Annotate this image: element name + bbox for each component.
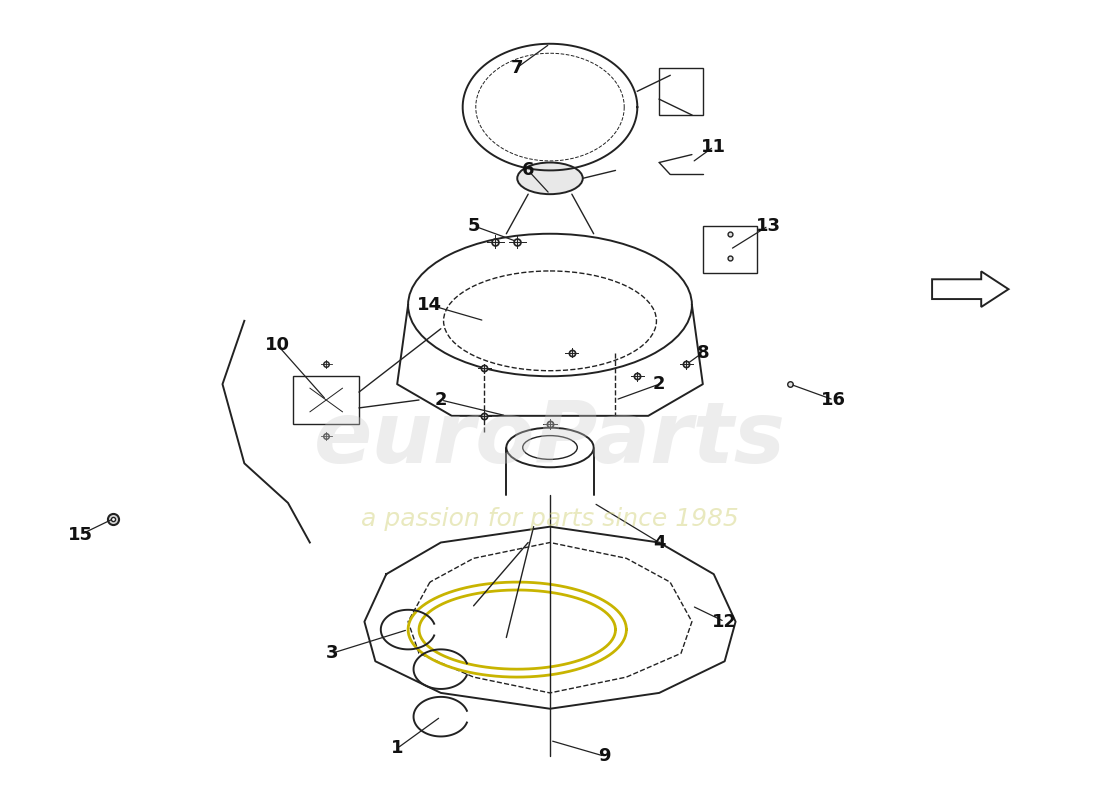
Text: 13: 13 xyxy=(756,217,781,235)
Text: 14: 14 xyxy=(417,296,442,314)
Text: 16: 16 xyxy=(822,391,846,409)
Text: 5: 5 xyxy=(468,217,480,235)
Text: a passion for parts since 1985: a passion for parts since 1985 xyxy=(361,506,739,530)
Text: 11: 11 xyxy=(701,138,726,156)
Text: 15: 15 xyxy=(68,526,94,543)
Text: 1: 1 xyxy=(390,739,404,758)
Ellipse shape xyxy=(517,162,583,194)
Text: 4: 4 xyxy=(653,534,666,551)
Text: 10: 10 xyxy=(265,335,289,354)
Text: 2: 2 xyxy=(653,375,666,393)
Text: 7: 7 xyxy=(512,58,524,77)
Text: 12: 12 xyxy=(712,613,737,630)
Text: 6: 6 xyxy=(521,162,535,179)
Text: 3: 3 xyxy=(326,644,338,662)
Text: 9: 9 xyxy=(598,747,611,766)
Text: 8: 8 xyxy=(696,343,710,362)
Text: 2: 2 xyxy=(434,391,447,409)
Text: euroParts: euroParts xyxy=(314,398,786,481)
